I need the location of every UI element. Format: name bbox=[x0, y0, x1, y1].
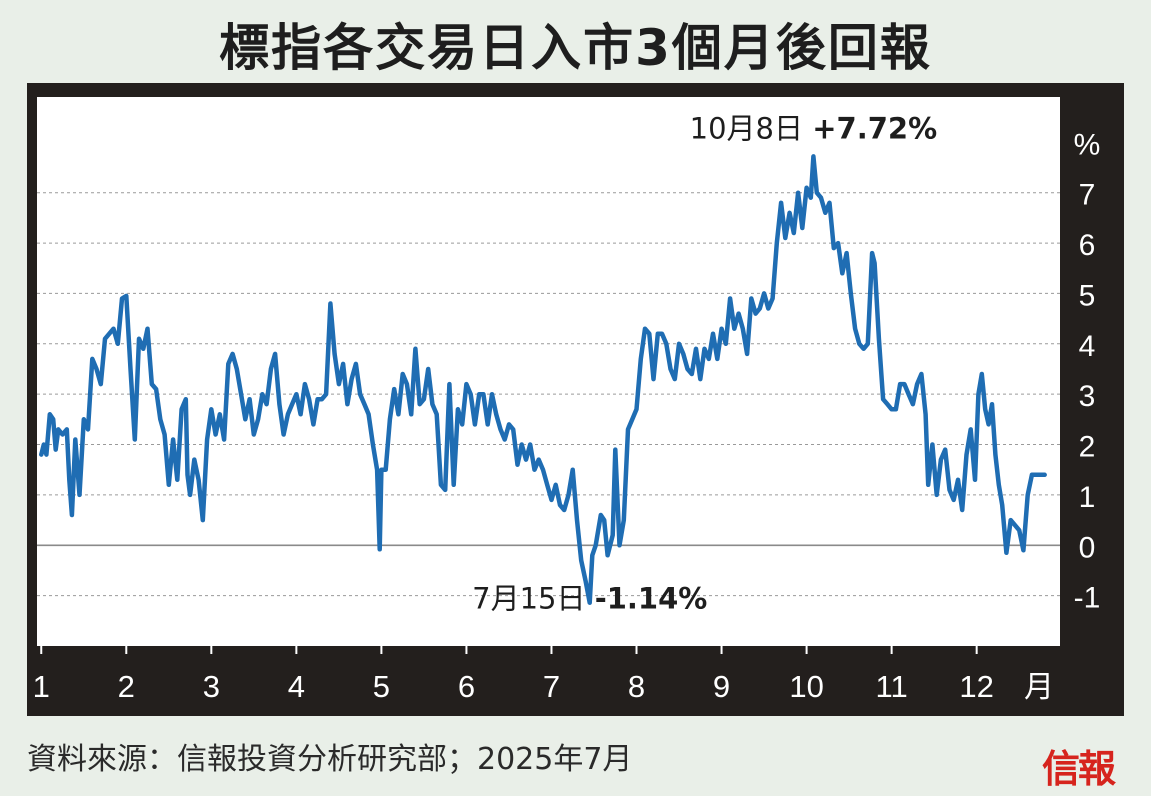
series-line bbox=[39, 154, 1047, 605]
x-tick-label: 11 bbox=[876, 669, 908, 704]
y-tick-label: 3 bbox=[1079, 380, 1096, 413]
x-tick-label: 10 bbox=[789, 669, 823, 704]
x-tick-label: 7 bbox=[543, 669, 560, 704]
hkej-logo: 信報 bbox=[1042, 746, 1116, 791]
y-tick-label: 6 bbox=[1079, 229, 1096, 262]
y-unit-label: % bbox=[1074, 128, 1101, 161]
x-tick-label: 2 bbox=[118, 669, 135, 704]
page-title: 標指各交易日入市3個月後回報 bbox=[219, 19, 932, 77]
chart-frame: -1 0 1 2 3 4 5 6 7% 1 2 3 4 5 6 7 8 9 10 11 12 月 10月8日 +7.72… bbox=[27, 83, 1124, 716]
plot-area bbox=[37, 97, 1060, 646]
x-tick-label: 3 bbox=[203, 669, 220, 704]
x-tick-label: 6 bbox=[458, 669, 475, 704]
y-tick-label: 1 bbox=[1079, 481, 1096, 514]
x-tick-label: 8 bbox=[628, 669, 645, 704]
annotation-label: 10月8日 +7.72% bbox=[690, 111, 938, 145]
x-tick-label: 4 bbox=[288, 669, 305, 704]
x-tick-label: 9 bbox=[713, 669, 730, 704]
y-tick-label: 7 bbox=[1079, 179, 1096, 212]
annotations: 10月8日 +7.72% 7月15日 -1.14% bbox=[472, 111, 937, 615]
x-tick-label: 1 bbox=[33, 669, 50, 704]
annotation-label: 7月15日 -1.14% bbox=[472, 582, 707, 616]
y-tick-label: -1 bbox=[1074, 582, 1101, 615]
y-tick-label: 4 bbox=[1079, 330, 1096, 363]
y-tick-label: 0 bbox=[1079, 531, 1096, 564]
x-axis-ticks: 1 2 3 4 5 6 7 8 9 10 11 12 月 bbox=[33, 646, 1054, 705]
y-tick-label: 2 bbox=[1079, 431, 1096, 464]
x-unit-label: 月 bbox=[1024, 670, 1054, 705]
y-axis-ticks: -1 0 1 2 3 4 5 6 7% bbox=[1074, 128, 1101, 614]
y-tick-label: 5 bbox=[1079, 279, 1096, 312]
x-tick-label: 12 bbox=[959, 669, 993, 704]
x-tick-label: 5 bbox=[373, 669, 390, 704]
source-note: 資料來源：信報投資分析研究部；2025年7月 bbox=[27, 742, 633, 777]
